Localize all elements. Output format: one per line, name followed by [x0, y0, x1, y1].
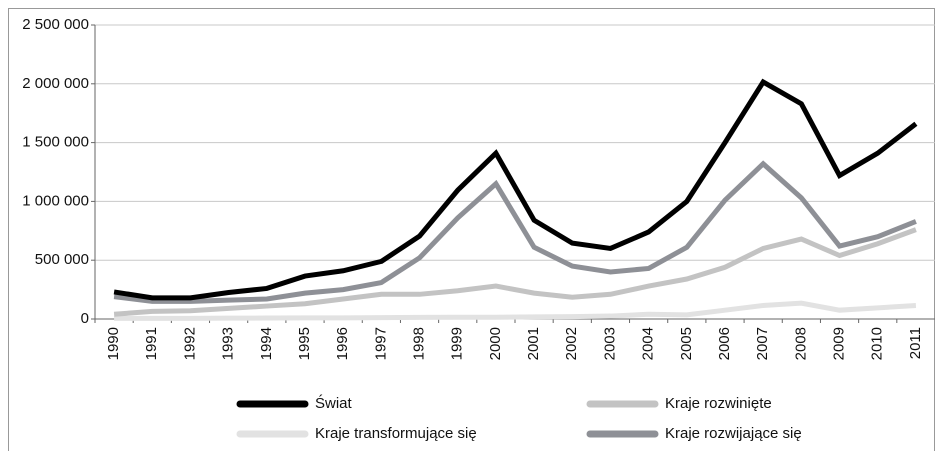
x-tick-label: 1993 [220, 327, 237, 360]
y-tick-label: 1 000 000 [22, 192, 89, 209]
x-tick-label: 2004 [640, 327, 657, 360]
series-line [113, 160, 917, 304]
x-tick-label: 2001 [525, 327, 542, 360]
y-tick-label: 2 500 000 [22, 16, 89, 33]
y-tick-label: 1 500 000 [22, 134, 89, 151]
x-tick-label: 1998 [411, 327, 428, 360]
x-tick-label: 1992 [181, 327, 198, 360]
series-line [113, 78, 918, 301]
x-tick-label: 2003 [601, 327, 618, 360]
x-tick-label: 1994 [258, 327, 275, 360]
x-tick-label: 1999 [449, 327, 466, 360]
x-tick-label: 2007 [754, 327, 771, 360]
chart-frame [8, 8, 935, 451]
x-tick-label: 2009 [831, 327, 848, 360]
x-tick-label: 1996 [334, 327, 351, 360]
y-tick-label: 2 000 000 [22, 75, 89, 92]
x-tick-label: 1997 [372, 327, 389, 360]
x-tick-label: 1995 [296, 327, 313, 360]
x-tick-label: 2008 [792, 327, 809, 360]
legend-label: Świat [315, 394, 353, 412]
series-line [113, 227, 917, 317]
x-tick-label: 1990 [105, 327, 122, 360]
y-tick-label: 500 000 [35, 251, 89, 268]
x-tick-label: 2002 [563, 327, 580, 360]
x-tick-label: 2000 [487, 327, 504, 360]
legend-label: Kraje transformujące się [315, 425, 477, 442]
series-line [114, 300, 917, 321]
x-tick-label: 2005 [678, 327, 695, 360]
legend-label: Kraje rozwinięte [665, 395, 772, 412]
x-tick-label: 2011 [907, 327, 924, 359]
y-tick-label: 0 [81, 310, 89, 327]
x-tick-label: 2010 [869, 327, 886, 360]
x-tick-label: 1991 [143, 327, 160, 360]
x-tick-label: 2006 [716, 327, 733, 360]
legend-label: Kraje rozwijające się [665, 425, 802, 442]
